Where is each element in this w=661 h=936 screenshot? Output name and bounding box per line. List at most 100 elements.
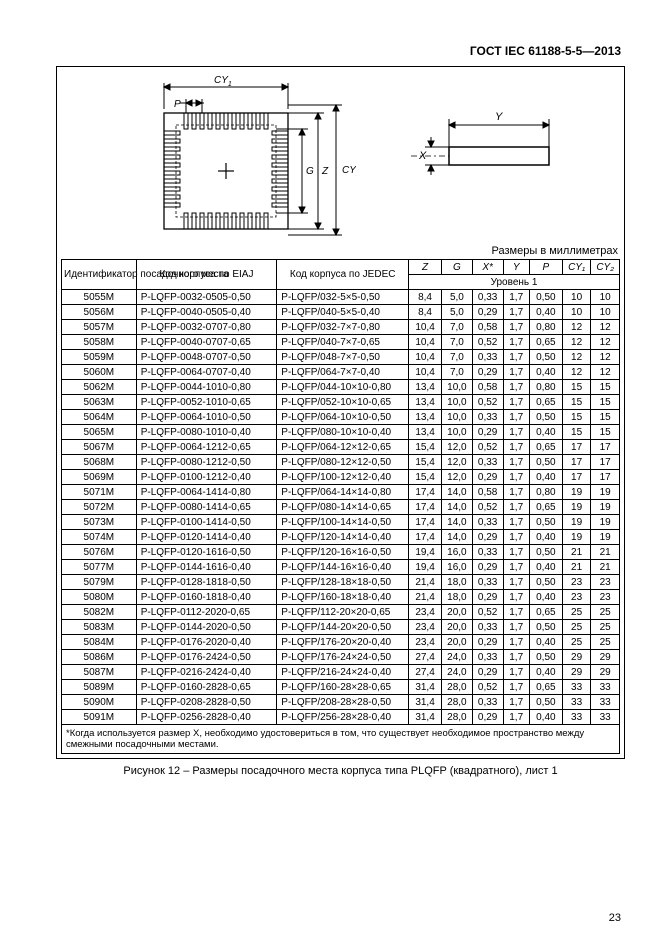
- p-label: P: [174, 99, 181, 110]
- cell-z: 13,4: [409, 380, 442, 395]
- cell-p: 0,50: [529, 575, 562, 590]
- cell-y: 1,7: [503, 440, 529, 455]
- cell-y: 1,7: [503, 335, 529, 350]
- cell-y: 1,7: [503, 380, 529, 395]
- cell-g: 16,0: [442, 560, 473, 575]
- cell-y: 1,7: [503, 395, 529, 410]
- cell-cy2: 17: [591, 440, 620, 455]
- cell-p: 0,80: [529, 485, 562, 500]
- table-row: 5074МP-LQFP-0120-1414-0,40P-LQFP/120-14×…: [62, 530, 620, 545]
- cell-jedec: P-LQFP/256-28×28-0,40: [277, 710, 409, 725]
- cell-x: 0,29: [472, 665, 503, 680]
- cell-eiaj: P-LQFP-0160-2828-0,65: [136, 680, 277, 695]
- table-row: 5080МP-LQFP-0160-1818-0,40P-LQFP/160-18×…: [62, 590, 620, 605]
- cy1-label: CY1: [214, 75, 232, 88]
- cell-x: 0,29: [472, 365, 503, 380]
- cell-eiaj: P-LQFP-0064-0707-0,40: [136, 365, 277, 380]
- cell-id: 5079М: [62, 575, 137, 590]
- cell-p: 0,50: [529, 545, 562, 560]
- table-row: 5065МP-LQFP-0080-1010-0,40P-LQFP/080-10×…: [62, 425, 620, 440]
- cell-y: 1,7: [503, 665, 529, 680]
- cell-cy2: 17: [591, 455, 620, 470]
- cell-z: 13,4: [409, 425, 442, 440]
- table-row: 5086МP-LQFP-0176-2424-0,50P-LQFP/176-24×…: [62, 650, 620, 665]
- table-row: 5079МP-LQFP-0128-1818-0,50P-LQFP/128-18×…: [62, 575, 620, 590]
- cell-x: 0,33: [472, 290, 503, 305]
- cell-g: 20,0: [442, 605, 473, 620]
- cell-y: 1,7: [503, 695, 529, 710]
- cell-cy2: 19: [591, 530, 620, 545]
- cell-cy2: 33: [591, 680, 620, 695]
- cell-z: 27,4: [409, 665, 442, 680]
- cell-cy1: 19: [562, 485, 591, 500]
- cell-y: 1,7: [503, 320, 529, 335]
- cell-id: 5063М: [62, 395, 137, 410]
- cell-id: 5090М: [62, 695, 137, 710]
- cell-p: 0,40: [529, 665, 562, 680]
- cell-jedec: P-LQFP/100-14×14-0,50: [277, 515, 409, 530]
- cell-cy2: 17: [591, 470, 620, 485]
- cell-id: 5065М: [62, 425, 137, 440]
- cell-id: 5058М: [62, 335, 137, 350]
- cell-id: 5064М: [62, 410, 137, 425]
- cell-z: 10,4: [409, 365, 442, 380]
- table-row: 5068МP-LQFP-0080-1212-0,50P-LQFP/080-12×…: [62, 455, 620, 470]
- cell-cy2: 19: [591, 485, 620, 500]
- cell-p: 0,65: [529, 680, 562, 695]
- cell-cy2: 29: [591, 650, 620, 665]
- cell-eiaj: P-LQFP-0048-0707-0,50: [136, 350, 277, 365]
- cell-g: 14,0: [442, 530, 473, 545]
- cell-x: 0,29: [472, 560, 503, 575]
- cell-eiaj: P-LQFP-0064-1010-0,50: [136, 410, 277, 425]
- cell-cy1: 17: [562, 440, 591, 455]
- cell-g: 12,0: [442, 440, 473, 455]
- cell-id: 5069М: [62, 470, 137, 485]
- cell-p: 0,65: [529, 500, 562, 515]
- table-row: 5087МP-LQFP-0216-2424-0,40P-LQFP/216-24×…: [62, 665, 620, 680]
- cell-z: 17,4: [409, 500, 442, 515]
- cell-x: 0,33: [472, 410, 503, 425]
- cell-p: 0,40: [529, 530, 562, 545]
- cell-jedec: P-LQFP/128-18×18-0,50: [277, 575, 409, 590]
- cell-id: 5068М: [62, 455, 137, 470]
- cell-x: 0,33: [472, 545, 503, 560]
- cell-cy1: 15: [562, 425, 591, 440]
- cell-cy2: 15: [591, 425, 620, 440]
- cell-jedec: P-LQFP/064-10×10-0,50: [277, 410, 409, 425]
- cell-x: 0,52: [472, 335, 503, 350]
- cell-p: 0,40: [529, 590, 562, 605]
- cell-g: 5,0: [442, 305, 473, 320]
- cell-z: 15,4: [409, 440, 442, 455]
- cell-x: 0,58: [472, 485, 503, 500]
- cell-x: 0,29: [472, 710, 503, 725]
- cell-y: 1,7: [503, 455, 529, 470]
- cell-eiaj: P-LQFP-0208-2828-0,50: [136, 695, 277, 710]
- cell-id: 5091М: [62, 710, 137, 725]
- table-row: 5069МP-LQFP-0100-1212-0,40P-LQFP/100-12×…: [62, 470, 620, 485]
- cy2-label: CY2: [342, 165, 356, 178]
- cell-y: 1,7: [503, 575, 529, 590]
- cell-cy1: 33: [562, 680, 591, 695]
- cell-eiaj: P-LQFP-0040-0505-0,40: [136, 305, 277, 320]
- cell-y: 1,7: [503, 620, 529, 635]
- cell-g: 20,0: [442, 635, 473, 650]
- cell-eiaj: P-LQFP-0044-1010-0,80: [136, 380, 277, 395]
- cell-z: 17,4: [409, 485, 442, 500]
- cell-y: 1,7: [503, 365, 529, 380]
- cell-g: 5,0: [442, 290, 473, 305]
- cell-id: 5080М: [62, 590, 137, 605]
- cell-g: 7,0: [442, 365, 473, 380]
- table-row: 5067МP-LQFP-0064-1212-0,65P-LQFP/064-12×…: [62, 440, 620, 455]
- col-cy2: CY₂: [591, 260, 620, 275]
- cell-x: 0,52: [472, 395, 503, 410]
- col-p: P: [529, 260, 562, 275]
- cell-x: 0,33: [472, 515, 503, 530]
- cell-jedec: P-LQFP/176-20×20-0,40: [277, 635, 409, 650]
- cell-g: 24,0: [442, 650, 473, 665]
- cell-g: 18,0: [442, 590, 473, 605]
- cell-eiaj: P-LQFP-0176-2424-0,50: [136, 650, 277, 665]
- cell-id: 5071М: [62, 485, 137, 500]
- cell-eiaj: P-LQFP-0112-2020-0,65: [136, 605, 277, 620]
- cell-z: 13,4: [409, 395, 442, 410]
- cell-id: 5086М: [62, 650, 137, 665]
